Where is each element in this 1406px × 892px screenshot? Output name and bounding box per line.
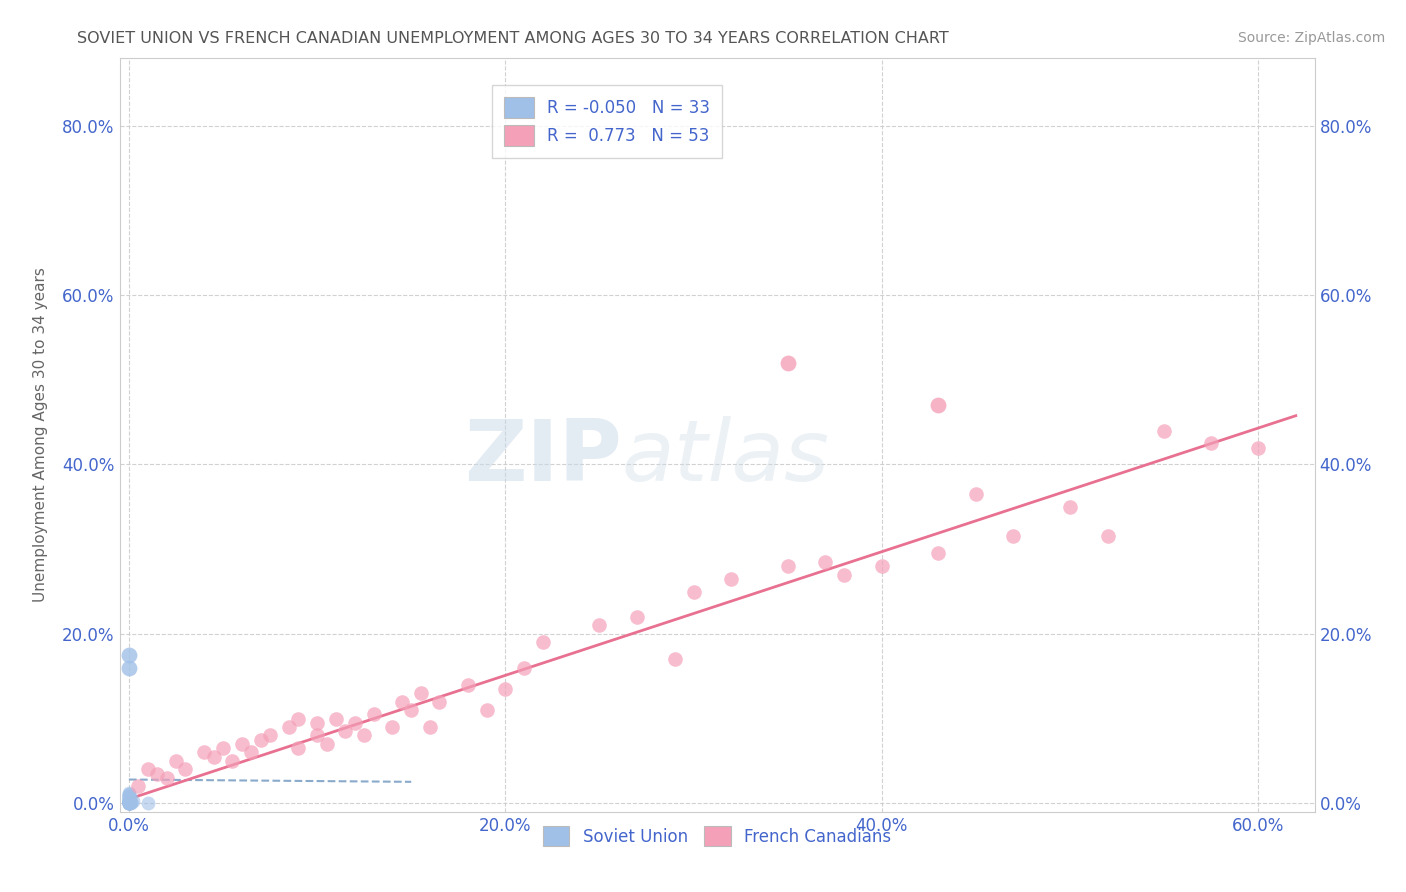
Point — [409, 686, 432, 700]
Point — [776, 356, 799, 370]
Point — [118, 797, 141, 811]
Point — [118, 797, 141, 811]
Point — [120, 797, 142, 811]
Point — [118, 797, 141, 811]
Point — [118, 786, 141, 800]
Point — [259, 729, 281, 743]
Point — [118, 796, 141, 810]
Point — [287, 712, 309, 726]
Point — [1153, 424, 1175, 438]
Point — [118, 797, 141, 811]
Point — [1247, 441, 1270, 455]
Point — [118, 797, 141, 811]
Point — [363, 707, 385, 722]
Point — [249, 732, 271, 747]
Point — [146, 766, 169, 780]
Point — [118, 648, 141, 662]
Point — [664, 652, 686, 666]
Point — [776, 559, 799, 574]
Point — [588, 618, 610, 632]
Point — [202, 749, 225, 764]
Point — [118, 789, 141, 804]
Point — [118, 794, 141, 808]
Point — [136, 763, 159, 777]
Point — [720, 572, 742, 586]
Text: Source: ZipAtlas.com: Source: ZipAtlas.com — [1237, 31, 1385, 45]
Point — [287, 741, 309, 756]
Point — [118, 796, 141, 810]
Point — [165, 754, 187, 768]
Point — [118, 797, 141, 811]
Point — [118, 792, 141, 806]
Point — [927, 398, 949, 412]
Point — [307, 715, 329, 730]
Point — [419, 720, 441, 734]
Point — [221, 754, 243, 768]
Point — [120, 796, 142, 810]
Point — [399, 703, 422, 717]
Point — [118, 792, 141, 806]
Point — [682, 584, 704, 599]
Point — [155, 771, 177, 785]
Point — [353, 729, 375, 743]
Point — [429, 695, 451, 709]
Point — [391, 695, 413, 709]
Point — [118, 795, 141, 809]
Point — [118, 796, 141, 810]
Point — [127, 780, 149, 794]
Point — [814, 555, 837, 569]
Point — [136, 797, 159, 811]
Point — [1199, 436, 1222, 450]
Point — [174, 763, 197, 777]
Point — [231, 737, 253, 751]
Y-axis label: Unemployment Among Ages 30 to 34 years: Unemployment Among Ages 30 to 34 years — [34, 268, 48, 602]
Point — [381, 720, 404, 734]
Text: SOVIET UNION VS FRENCH CANADIAN UNEMPLOYMENT AMONG AGES 30 TO 34 YEARS CORRELATI: SOVIET UNION VS FRENCH CANADIAN UNEMPLOY… — [77, 31, 949, 46]
Text: atlas: atlas — [621, 416, 830, 499]
Point — [240, 746, 263, 760]
Point — [494, 681, 516, 696]
Point — [118, 795, 141, 809]
Point — [475, 703, 498, 717]
Point — [193, 746, 215, 760]
Point — [118, 797, 141, 811]
Point — [118, 797, 141, 811]
Point — [626, 610, 648, 624]
Point — [118, 788, 141, 802]
Point — [118, 791, 141, 805]
Point — [927, 546, 949, 560]
Text: ZIP: ZIP — [464, 416, 621, 499]
Point — [118, 787, 141, 801]
Point — [118, 794, 141, 808]
Point — [1002, 529, 1025, 543]
Point — [965, 487, 987, 501]
Point — [277, 720, 299, 734]
Point — [513, 661, 536, 675]
Point — [120, 795, 142, 809]
Point — [531, 635, 554, 649]
Point — [118, 793, 141, 807]
Point — [870, 559, 893, 574]
Point — [118, 790, 141, 805]
Point — [315, 737, 337, 751]
Point — [335, 724, 357, 739]
Point — [118, 797, 141, 811]
Point — [212, 741, 235, 756]
Point — [118, 793, 141, 807]
Point — [325, 712, 347, 726]
Point — [118, 789, 141, 803]
Point — [307, 729, 329, 743]
Point — [121, 794, 143, 808]
Point — [457, 678, 479, 692]
Point — [1097, 529, 1119, 543]
Point — [118, 661, 141, 675]
Legend: Soviet Union, French Canadians: Soviet Union, French Canadians — [536, 820, 898, 853]
Point — [1059, 500, 1081, 514]
Point — [118, 797, 141, 811]
Point — [343, 715, 366, 730]
Point — [832, 567, 855, 582]
